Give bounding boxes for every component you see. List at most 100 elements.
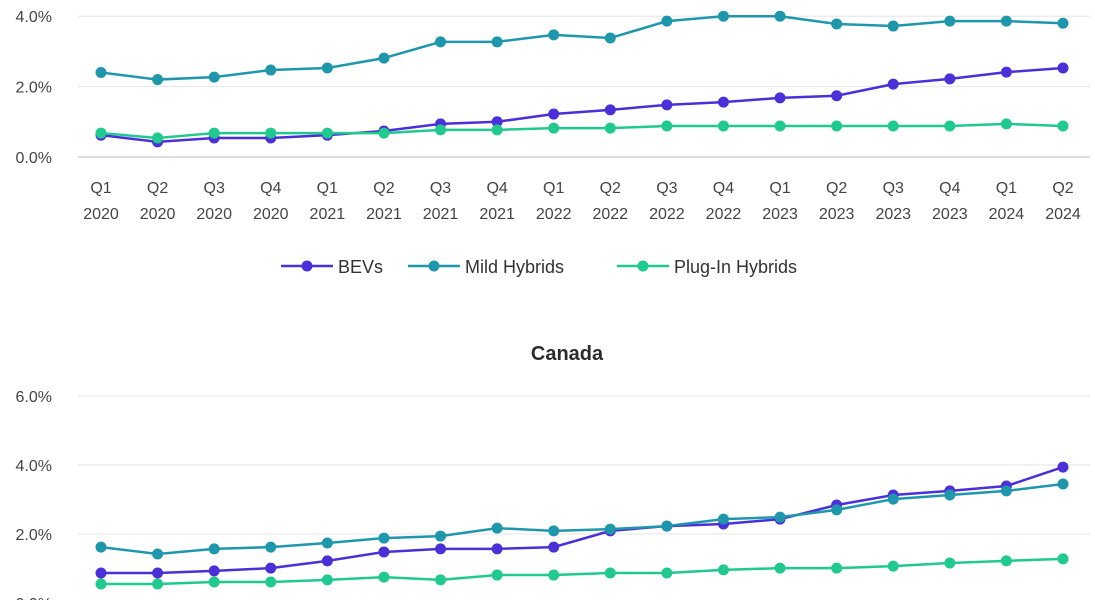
data-point xyxy=(887,560,899,572)
data-point xyxy=(774,92,786,104)
data-point xyxy=(604,104,616,116)
data-point xyxy=(548,569,560,581)
data-point xyxy=(661,567,673,579)
data-point xyxy=(1000,118,1012,130)
data-point xyxy=(152,548,164,560)
data-point xyxy=(208,576,220,588)
data-point xyxy=(1057,478,1069,490)
data-point xyxy=(152,132,164,144)
data-point xyxy=(321,574,333,586)
data-point xyxy=(1057,553,1069,565)
data-point xyxy=(944,489,956,501)
x-tick-label: Q2 xyxy=(373,180,394,197)
data-point xyxy=(491,522,503,534)
data-point xyxy=(717,96,729,108)
x-tick-label: 2020 xyxy=(253,206,289,223)
x-tick-label: 2020 xyxy=(140,206,176,223)
data-point xyxy=(944,557,956,569)
x-tick-label: 2021 xyxy=(479,206,515,223)
chart-title: Canada xyxy=(531,343,604,365)
data-point xyxy=(661,120,673,132)
data-point xyxy=(208,71,220,83)
data-point xyxy=(661,520,673,532)
x-tick-label: Q1 xyxy=(996,180,1017,197)
x-tick-label: 2023 xyxy=(932,206,968,223)
y-tick-label: 6.0% xyxy=(16,389,52,406)
x-tick-label: Q3 xyxy=(656,180,677,197)
data-point xyxy=(435,543,447,555)
x-tick-label: Q2 xyxy=(826,180,847,197)
data-point xyxy=(208,543,220,555)
data-point xyxy=(321,62,333,74)
data-point xyxy=(887,20,899,32)
data-point xyxy=(378,52,390,64)
data-point xyxy=(774,562,786,574)
data-point xyxy=(774,10,786,22)
data-point xyxy=(435,36,447,48)
x-tick-label: 2020 xyxy=(196,206,232,223)
x-tick-label: 2022 xyxy=(536,206,572,223)
data-point xyxy=(265,64,277,76)
series-line xyxy=(100,14,1064,81)
x-tick-label: Q4 xyxy=(939,180,960,197)
y-tick-label: 0.0% xyxy=(16,596,52,600)
x-tick-label: Q4 xyxy=(486,180,507,197)
legend-item: BEVs xyxy=(281,257,383,277)
data-point xyxy=(152,567,164,579)
data-point xyxy=(208,127,220,139)
data-point xyxy=(831,504,843,516)
data-point xyxy=(491,569,503,581)
x-tick-label: Q2 xyxy=(600,180,621,197)
y-tick-label: 4.0% xyxy=(16,458,52,475)
data-point xyxy=(321,555,333,567)
data-point xyxy=(604,567,616,579)
series-bevs xyxy=(95,461,1069,579)
x-tick-label: 2023 xyxy=(819,206,855,223)
data-point xyxy=(548,122,560,134)
data-point xyxy=(265,576,277,588)
series-line xyxy=(101,557,1064,586)
series-plug-in-hybrids xyxy=(95,118,1069,144)
chart-1: 0.0% 2.0% 4.0% Q1 2020 Q2 2020 Q3 2020 Q4 2020 Q1 20… xyxy=(16,9,1090,277)
data-point xyxy=(1000,15,1012,27)
legend-label: BEVs xyxy=(338,257,383,277)
data-point xyxy=(887,78,899,90)
x-tick-label: 2022 xyxy=(706,206,742,223)
data-point xyxy=(265,562,277,574)
data-point xyxy=(152,74,164,86)
data-point xyxy=(491,116,503,128)
data-point xyxy=(661,99,673,111)
data-point xyxy=(604,122,616,134)
data-point xyxy=(774,511,786,523)
data-point xyxy=(491,124,503,136)
x-tick-label: 2022 xyxy=(592,206,628,223)
x-tick-label: 2024 xyxy=(1045,206,1081,223)
series-mild-hybrids xyxy=(95,478,1069,560)
data-point xyxy=(1057,461,1069,473)
data-point xyxy=(887,120,899,132)
legend: BEVs Mild Hybrids Plug-In Hybrids xyxy=(281,257,797,277)
data-point xyxy=(604,32,616,44)
legend-item: Plug-In Hybrids xyxy=(617,257,797,277)
series-line xyxy=(100,122,1064,140)
x-tick-label: 2023 xyxy=(762,206,798,223)
legend-marker xyxy=(301,260,313,272)
data-point xyxy=(491,36,503,48)
data-point xyxy=(1057,120,1069,132)
x-tick-label: Q3 xyxy=(883,180,904,197)
data-point xyxy=(378,127,390,139)
data-point xyxy=(265,541,277,553)
data-point xyxy=(831,562,843,574)
x-tick-label: 2020 xyxy=(83,206,119,223)
data-point xyxy=(661,15,673,27)
y-tick-label: 0.0% xyxy=(16,150,52,167)
data-point xyxy=(548,108,560,120)
data-point xyxy=(1000,66,1012,78)
data-point xyxy=(95,67,107,79)
data-point xyxy=(95,541,107,553)
data-point xyxy=(95,127,107,139)
series-line xyxy=(101,465,1064,575)
data-point xyxy=(717,120,729,132)
data-point xyxy=(435,574,447,586)
series-bevs xyxy=(95,62,1069,148)
